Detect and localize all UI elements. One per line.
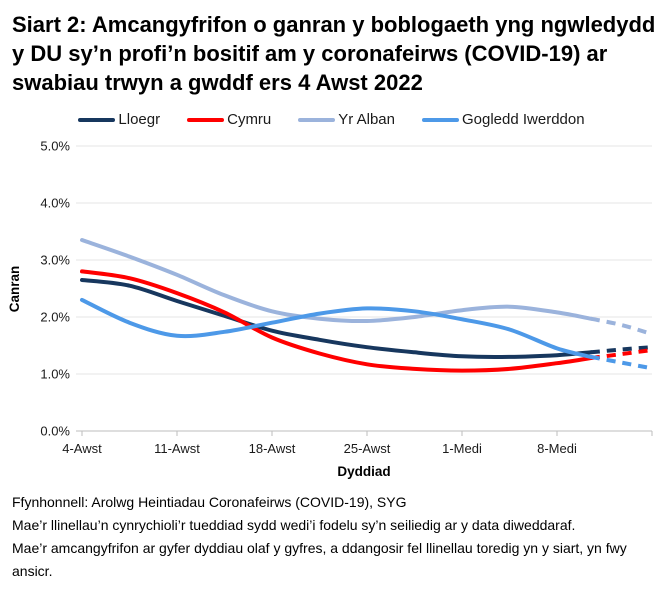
legend-label: Lloegr	[118, 111, 161, 128]
legend-label: Yr Alban	[338, 111, 395, 128]
y-tick-label: 0.0%	[40, 424, 70, 439]
line-chart: 0.0% 1.0% 2.0% 3.0% 4.0% 5.0% 4-Awst 11-Awst 18-…	[7, 139, 653, 479]
x-tick-label: 11-Awst	[154, 441, 200, 456]
legend-item-cymru: Cymru	[187, 111, 271, 128]
legend-item-lloegr: Lloegr	[78, 111, 160, 128]
legend-item-gogledd-iwerddon: Gogledd Iwerddon	[422, 111, 585, 128]
x-tick-label: 1-Medi	[442, 441, 482, 456]
legend-item-yr-alban: Yr Alban	[298, 111, 395, 128]
x-tick-label: 18-Awst	[249, 441, 296, 456]
x-tick-label: 8-Medi	[537, 441, 577, 456]
y-tick-label: 3.0%	[40, 253, 70, 268]
line-swatch-icon	[78, 117, 116, 122]
series-line-lloegr-dashed	[590, 345, 653, 355]
series-line-yr-alban	[80, 238, 593, 324]
uncertainty-note: Mae’r amcangyfrifon ar gyfer dyddiau ola…	[12, 540, 627, 579]
series-line-cymru	[80, 269, 593, 373]
x-axis-title: Dyddiad	[337, 464, 390, 479]
y-axis-title: Canran	[7, 266, 22, 313]
line-swatch-icon	[298, 117, 336, 122]
y-tick-label: 1.0%	[40, 367, 70, 382]
series-line-gogledd-iwerddon-dashed	[590, 354, 653, 371]
y-tick-label: 4.0%	[40, 196, 70, 211]
line-swatch-icon	[422, 117, 459, 122]
y-tick-label: 2.0%	[40, 310, 70, 325]
chart-footer: Ffynhonnell: Arolwg Heintiadau Coronafei…	[12, 491, 660, 583]
y-tick-label: 5.0%	[40, 139, 70, 154]
series-line-lloegr	[80, 278, 593, 360]
source-note: Ffynhonnell: Arolwg Heintiadau Coronafei…	[12, 494, 407, 510]
legend-label: Cymru	[227, 111, 272, 128]
line-swatch-icon	[187, 117, 225, 122]
series-line-yr-alban-dashed	[590, 316, 653, 337]
chart-legend: Lloegr Cymru Yr Alban Gogledd Iwerddon	[0, 111, 663, 128]
series-line-gogledd-iwerddon	[80, 297, 593, 359]
series-line-cymru-dashed	[590, 348, 653, 360]
x-tick-label: 4-Awst	[62, 441, 102, 456]
x-tick-label: 25-Awst	[344, 441, 391, 456]
trend-note: Mae’r llinellau’n cynrychioli’r tueddiad…	[12, 517, 576, 533]
chart-title: Siart 2: Amcangyfrifon o ganran y boblog…	[12, 12, 656, 95]
legend-label: Gogledd Iwerddon	[462, 111, 585, 128]
